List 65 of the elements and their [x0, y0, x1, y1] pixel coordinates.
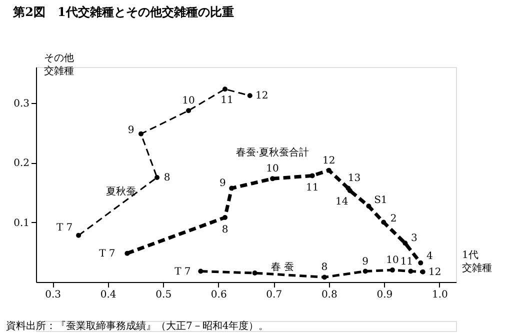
annotation: 11 — [306, 182, 319, 194]
x-tick-label: 0.3 — [45, 290, 62, 300]
annotation: T 7 — [99, 248, 116, 260]
y-tick-label: 0.1 — [14, 218, 30, 229]
x-tick-label: 0.5 — [156, 290, 172, 300]
point — [326, 168, 332, 173]
annotation: 4 — [426, 250, 433, 262]
point — [310, 173, 315, 178]
annotation: 11 — [220, 95, 234, 106]
annotation: 8 — [321, 262, 328, 274]
point — [347, 188, 352, 194]
annotation: 12 — [256, 90, 268, 102]
annotation: 8 — [222, 224, 228, 236]
point — [229, 186, 234, 191]
annotation: 14 — [336, 196, 348, 208]
annotation: 10 — [386, 255, 399, 266]
x-axis-title: 1代交雑種 — [462, 250, 492, 274]
point — [381, 220, 386, 225]
series-label: 春 蚕 — [270, 262, 294, 274]
series-label: 夏秋蚕 — [106, 185, 136, 198]
annotation: 10 — [266, 164, 279, 175]
point — [222, 215, 228, 220]
series-label: 春蚕·夏秋蚕合計 — [236, 146, 310, 159]
annotation: 12 — [322, 155, 336, 166]
point — [124, 250, 130, 256]
point — [418, 260, 424, 266]
annotation: 12 — [428, 266, 442, 278]
point — [362, 268, 368, 274]
point — [247, 93, 252, 98]
point — [222, 86, 228, 92]
annotation: 11 — [400, 256, 414, 268]
x-tick-label: 0.7 — [266, 290, 282, 300]
point — [402, 240, 408, 246]
point — [154, 174, 160, 180]
chart-title: 第2図 1代交雑種とその他交雑種の比重 — [12, 5, 234, 19]
text: 資料出所：『蚕業取締事務成績』（大正7－昭和4年度）。 — [6, 320, 269, 332]
point — [390, 268, 395, 273]
annotation: S1 — [374, 195, 388, 206]
point — [186, 108, 192, 114]
point — [198, 268, 204, 274]
x-tick-label: 0.4 — [100, 290, 116, 300]
annotation: 13 — [348, 173, 361, 184]
annotation: 3 — [410, 233, 418, 244]
point — [408, 268, 414, 274]
point — [366, 204, 372, 209]
x-tick-label: 0.8 — [321, 290, 338, 300]
point — [252, 270, 258, 276]
point — [322, 274, 327, 280]
x-tick-label: 0.6 — [210, 290, 227, 300]
y-tick-label: 0.2 — [14, 158, 30, 170]
annotation: T 7 — [56, 222, 73, 234]
x-tick-label: 1.0 — [432, 290, 448, 300]
annotation: 9 — [362, 256, 369, 268]
y-tick-label: 0.3 — [14, 98, 30, 110]
y-axis-title: その他交雑種 — [44, 52, 74, 77]
point — [420, 269, 426, 274]
x-tick-label: 0.9 — [376, 290, 393, 300]
annotation: 9 — [128, 124, 134, 136]
annotation: 10 — [182, 96, 195, 107]
point — [138, 131, 144, 136]
annotation: 2 — [390, 213, 397, 224]
annotation: T 7 — [174, 266, 191, 278]
point — [76, 232, 82, 238]
annotation: 9 — [219, 178, 226, 190]
annotation: 8 — [164, 172, 170, 184]
